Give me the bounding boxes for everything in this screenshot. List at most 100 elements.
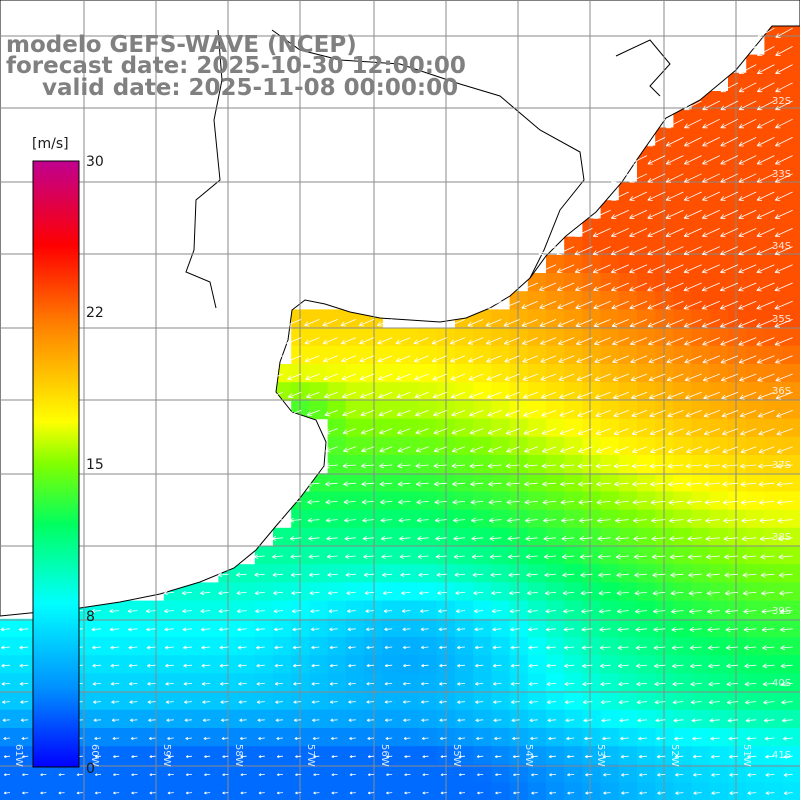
wind-arrow xyxy=(720,118,739,129)
wind-cell xyxy=(455,509,474,529)
wind-cell xyxy=(455,673,474,693)
wind-arrow xyxy=(596,481,611,487)
wind-cell xyxy=(364,709,383,729)
wind-cell xyxy=(364,728,383,747)
wind-cell xyxy=(782,327,800,347)
wind-cell xyxy=(418,582,438,602)
wind-cell xyxy=(182,655,201,674)
wind-arrow xyxy=(486,355,502,363)
wind-cell xyxy=(382,673,401,693)
colorbar-ramp xyxy=(32,160,80,768)
wind-cell xyxy=(163,691,183,711)
wind-arrow xyxy=(538,282,557,291)
wind-arrow xyxy=(524,499,538,505)
wind-cell xyxy=(764,54,784,74)
wind-cell xyxy=(309,709,329,729)
wind-cell xyxy=(782,127,800,147)
wind-cell xyxy=(309,400,329,420)
wind-cell xyxy=(618,200,638,219)
wind-cell xyxy=(273,746,292,765)
wind-arrow xyxy=(110,645,120,650)
wind-cell xyxy=(546,582,565,602)
wind-cell xyxy=(382,782,401,800)
wind-arrow xyxy=(756,246,775,256)
colorbar-tick: 0 xyxy=(86,761,95,777)
wind-cell xyxy=(746,327,765,347)
wind-cell xyxy=(728,655,747,674)
wind-cell xyxy=(655,182,674,201)
longitude-label: 58W xyxy=(233,744,244,767)
wind-arrow xyxy=(147,682,156,686)
wind-cell xyxy=(291,527,310,547)
wind-cell xyxy=(746,600,765,620)
wind-cell xyxy=(327,473,347,492)
wind-arrow xyxy=(309,572,320,577)
wind-arrow xyxy=(672,663,684,669)
wind-cell xyxy=(728,382,747,401)
wind-arrow xyxy=(76,791,83,795)
wind-cell xyxy=(527,436,547,456)
wind-cell xyxy=(728,473,747,492)
wind-cell xyxy=(564,709,583,729)
wind-cell xyxy=(582,400,602,420)
wind-cell xyxy=(564,618,583,638)
wind-cell xyxy=(764,291,784,310)
wind-cell xyxy=(728,127,747,147)
wind-cell xyxy=(782,564,800,583)
wind-arrow xyxy=(348,663,356,668)
wind-cell xyxy=(200,582,219,602)
wind-cell xyxy=(509,764,529,784)
wind-cell xyxy=(564,400,583,420)
wind-arrow xyxy=(457,718,466,722)
wind-cell xyxy=(291,546,310,565)
wind-cell xyxy=(345,364,365,383)
wind-arrow xyxy=(488,517,502,523)
wind-cell xyxy=(491,364,511,383)
wind-cell xyxy=(728,764,747,784)
wind-arrow xyxy=(271,517,284,523)
wind-cell xyxy=(400,382,420,401)
wind-cell xyxy=(491,582,511,602)
wind-arrow xyxy=(598,608,611,614)
wind-cell xyxy=(0,637,19,656)
wind-arrow xyxy=(476,736,484,740)
wind-arrow xyxy=(490,572,502,578)
wind-arrow xyxy=(544,590,557,596)
wind-cell xyxy=(600,764,620,784)
wind-arrow xyxy=(722,428,739,436)
wind-cell xyxy=(673,764,693,784)
wind-cell xyxy=(655,273,674,292)
wind-cell xyxy=(182,764,201,784)
wind-cell xyxy=(691,473,711,492)
wind-arrow xyxy=(222,773,229,777)
wind-arrow xyxy=(113,791,120,795)
wind-arrow xyxy=(470,446,484,453)
wind-cell xyxy=(709,491,729,511)
wind-arrow xyxy=(413,355,429,363)
wind-cell xyxy=(546,309,565,329)
wind-arrow xyxy=(613,463,629,469)
wind-arrow xyxy=(468,355,484,363)
wind-arrow xyxy=(738,355,757,364)
wind-arrow xyxy=(738,82,757,93)
wind-cell xyxy=(127,600,147,620)
wind-arrow xyxy=(18,627,29,632)
wind-cell xyxy=(382,691,401,711)
wind-cell xyxy=(691,746,711,765)
wind-arrow xyxy=(759,536,775,542)
wind-cell xyxy=(546,455,565,474)
wind-arrow xyxy=(574,264,593,274)
wind-arrow xyxy=(670,608,684,614)
wind-arrow xyxy=(756,64,775,74)
wind-cell xyxy=(509,364,529,383)
wind-cell xyxy=(709,364,729,383)
wind-cell xyxy=(236,764,256,784)
wind-cell xyxy=(764,236,784,256)
wind-arrow xyxy=(556,264,575,273)
wind-arrow xyxy=(275,700,284,704)
wind-arrow xyxy=(652,590,666,596)
wind-cell xyxy=(509,673,529,693)
latitude-label: 32S xyxy=(772,96,791,107)
wind-cell xyxy=(273,546,292,565)
wind-arrow xyxy=(719,282,739,292)
